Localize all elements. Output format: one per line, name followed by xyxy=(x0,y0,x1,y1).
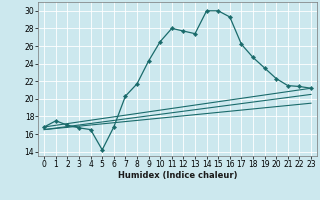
X-axis label: Humidex (Indice chaleur): Humidex (Indice chaleur) xyxy=(118,171,237,180)
